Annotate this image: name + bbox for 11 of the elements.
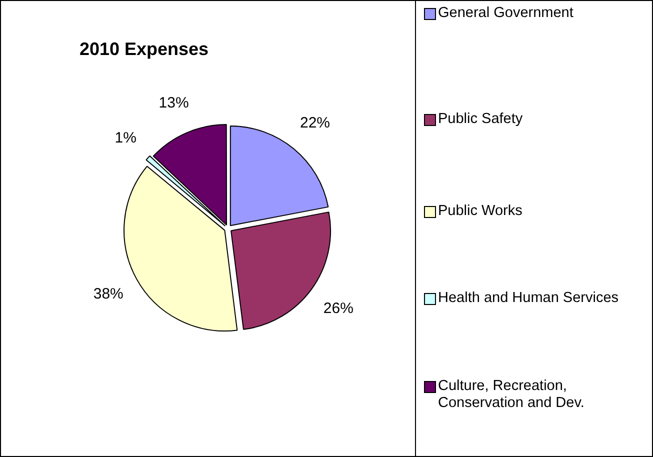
data-label: 22%: [300, 114, 330, 132]
text: 2010 Expenses: [78, 39, 210, 60]
data-label: 26%: [323, 300, 354, 317]
data-label: 38%: [93, 285, 124, 302]
legend-label: Culture, Recreation, Conservation and Dev.: [438, 378, 586, 412]
data-label: 1%: [114, 129, 136, 146]
legend-label: Health and Human Services: [438, 290, 620, 307]
data-label: 13%: [158, 94, 189, 112]
legend-label: Public Safety: [438, 111, 524, 128]
legend-label: Public Works: [438, 203, 524, 220]
legend-label: General Government: [438, 5, 574, 22]
